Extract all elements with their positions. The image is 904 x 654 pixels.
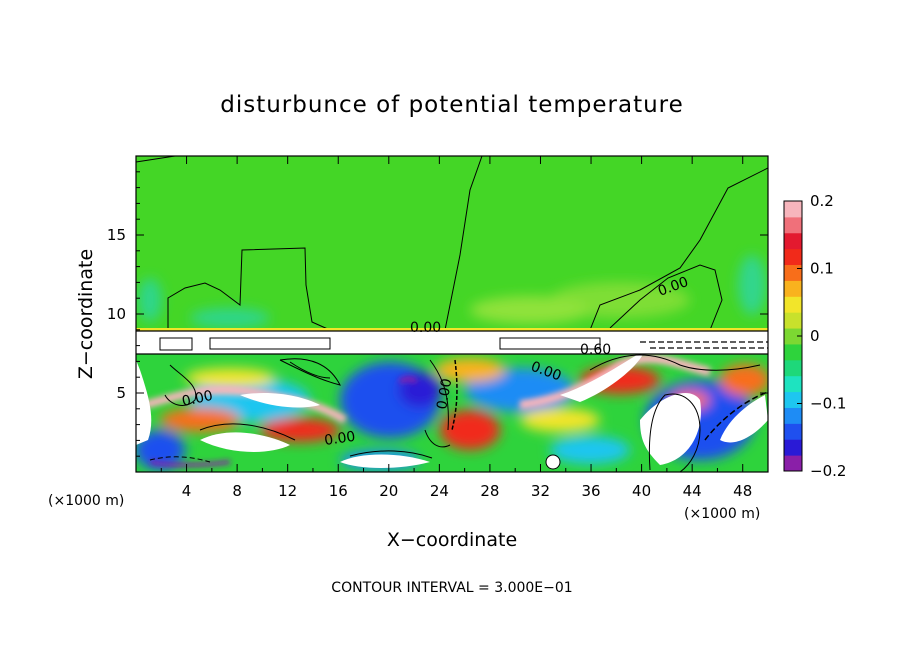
warm-anomaly bbox=[160, 408, 240, 432]
colorbar-swatch bbox=[784, 264, 802, 281]
colorbar-swatch bbox=[784, 359, 802, 377]
y-tick-label: 15 bbox=[107, 226, 126, 244]
contour-line bbox=[164, 364, 197, 406]
x-tick-label: 4 bbox=[182, 482, 192, 500]
contour-label: 0.00 bbox=[434, 377, 455, 410]
cool-anomaly bbox=[136, 430, 185, 470]
x-tick-label: 44 bbox=[683, 482, 702, 500]
warm-anomaly bbox=[440, 410, 500, 450]
warm-core-band bbox=[519, 354, 712, 410]
warm-anomaly bbox=[185, 368, 275, 388]
colorbar-swatch bbox=[784, 201, 802, 218]
colorbar-swatch bbox=[784, 280, 802, 297]
warm-anomaly bbox=[520, 408, 600, 432]
colorbar-swatch bbox=[784, 423, 802, 440]
x-tick-label: 32 bbox=[531, 482, 550, 500]
upper-cool-patch bbox=[138, 278, 162, 322]
x-tick-label: 8 bbox=[232, 482, 242, 500]
cool-anomaly bbox=[550, 436, 630, 464]
contour-label: 0.00 bbox=[410, 320, 441, 336]
saturated-region bbox=[240, 393, 320, 408]
upper-cool-patch bbox=[190, 308, 270, 328]
inversion-band bbox=[136, 330, 768, 354]
contour-line bbox=[136, 156, 176, 163]
contour-dashed bbox=[704, 391, 768, 441]
saturated-region bbox=[340, 454, 430, 468]
x-tick-label: 28 bbox=[480, 482, 499, 500]
contour-line bbox=[545, 454, 561, 470]
x-tick-label: 36 bbox=[581, 482, 600, 500]
warm-anomaly bbox=[260, 418, 340, 442]
colorbar-ticks: 0.2 0.1 0 −0.1 −0.2 bbox=[797, 192, 846, 480]
saturated-region bbox=[720, 395, 768, 443]
contour-line bbox=[609, 264, 723, 331]
contour-dashed bbox=[640, 341, 768, 349]
colorbar-swatch bbox=[784, 248, 802, 266]
colorbar-swatch bbox=[784, 391, 802, 408]
x-axis-label: X−coordinate bbox=[387, 529, 517, 551]
contour-interval-note: CONTOUR INTERVAL = 3.000E−01 bbox=[331, 580, 572, 596]
cool-core bbox=[398, 376, 418, 385]
upper-cool-patch bbox=[738, 255, 766, 315]
colorbar-swatch bbox=[784, 312, 802, 329]
contour-line bbox=[159, 337, 601, 351]
contour-line bbox=[289, 361, 331, 379]
colorbar-swatch bbox=[784, 455, 802, 472]
colorbar-tick-label: −0.2 bbox=[810, 462, 846, 480]
colorbar-tick-label: 0.1 bbox=[810, 260, 834, 278]
x-unit-label-right: (×1000 m) bbox=[684, 506, 760, 522]
colorbar-swatch bbox=[784, 328, 802, 345]
colorbar-swatch bbox=[784, 296, 802, 313]
contour-label: 0.00 bbox=[181, 388, 215, 410]
y-tick-label: 10 bbox=[107, 305, 126, 323]
contour-line bbox=[589, 167, 768, 331]
x-tick-label: 20 bbox=[379, 482, 398, 500]
warm-anomaly bbox=[435, 358, 505, 382]
x-tick-label: 16 bbox=[329, 482, 348, 500]
contour-line bbox=[648, 393, 701, 472]
x-unit-label-left: (×1000 m) bbox=[48, 493, 124, 509]
contour-label: 0.60 bbox=[580, 342, 611, 358]
contour-line bbox=[136, 330, 768, 355]
chart-title: disturbunce of potential temperature bbox=[220, 92, 684, 118]
x-axis: 4 8 12 16 20 24 28 32 36 40 44 48 bbox=[160, 156, 752, 500]
contour-line bbox=[349, 450, 433, 459]
y-axis-label: Z−coordinate bbox=[75, 249, 97, 379]
saturated-region bbox=[560, 350, 645, 402]
contour-line bbox=[444, 156, 483, 331]
saturated-region bbox=[200, 432, 290, 452]
saturated-region bbox=[136, 360, 152, 445]
contour-label: 0.00 bbox=[323, 429, 356, 449]
contour-line bbox=[429, 359, 449, 431]
heatmap-field bbox=[136, 156, 768, 472]
x-tick-label: 40 bbox=[632, 482, 651, 500]
contour-line bbox=[424, 429, 451, 448]
y-axis: 5 10 15 bbox=[107, 171, 768, 457]
colorbar-swatch bbox=[784, 343, 802, 361]
colorbar-swatch bbox=[784, 439, 802, 456]
contour-dashed bbox=[451, 359, 458, 431]
upper-warm-patch bbox=[470, 296, 590, 324]
colorbar-tick-label: 0 bbox=[810, 327, 820, 345]
colorbar-tick-label: −0.1 bbox=[810, 395, 846, 413]
contour-line bbox=[199, 423, 296, 441]
x-tick-label: 12 bbox=[278, 482, 297, 500]
warm-core-band bbox=[143, 385, 348, 424]
y-tick-label: 5 bbox=[116, 384, 126, 402]
colorbar bbox=[784, 201, 802, 472]
contour-line bbox=[167, 247, 331, 331]
contour-line bbox=[279, 358, 341, 386]
colorbar-swatch bbox=[784, 407, 802, 424]
colorbar-swatch bbox=[784, 232, 802, 250]
colorbar-swatch bbox=[784, 375, 802, 393]
x-tick-label: 48 bbox=[733, 482, 752, 500]
warm-anomaly bbox=[720, 364, 768, 396]
colorbar-tick-label: 0.2 bbox=[810, 192, 834, 210]
x-tick-label: 24 bbox=[430, 482, 449, 500]
contour-line bbox=[589, 354, 761, 371]
colorbar-swatch bbox=[784, 216, 802, 234]
inversion-band-edge bbox=[136, 328, 768, 331]
